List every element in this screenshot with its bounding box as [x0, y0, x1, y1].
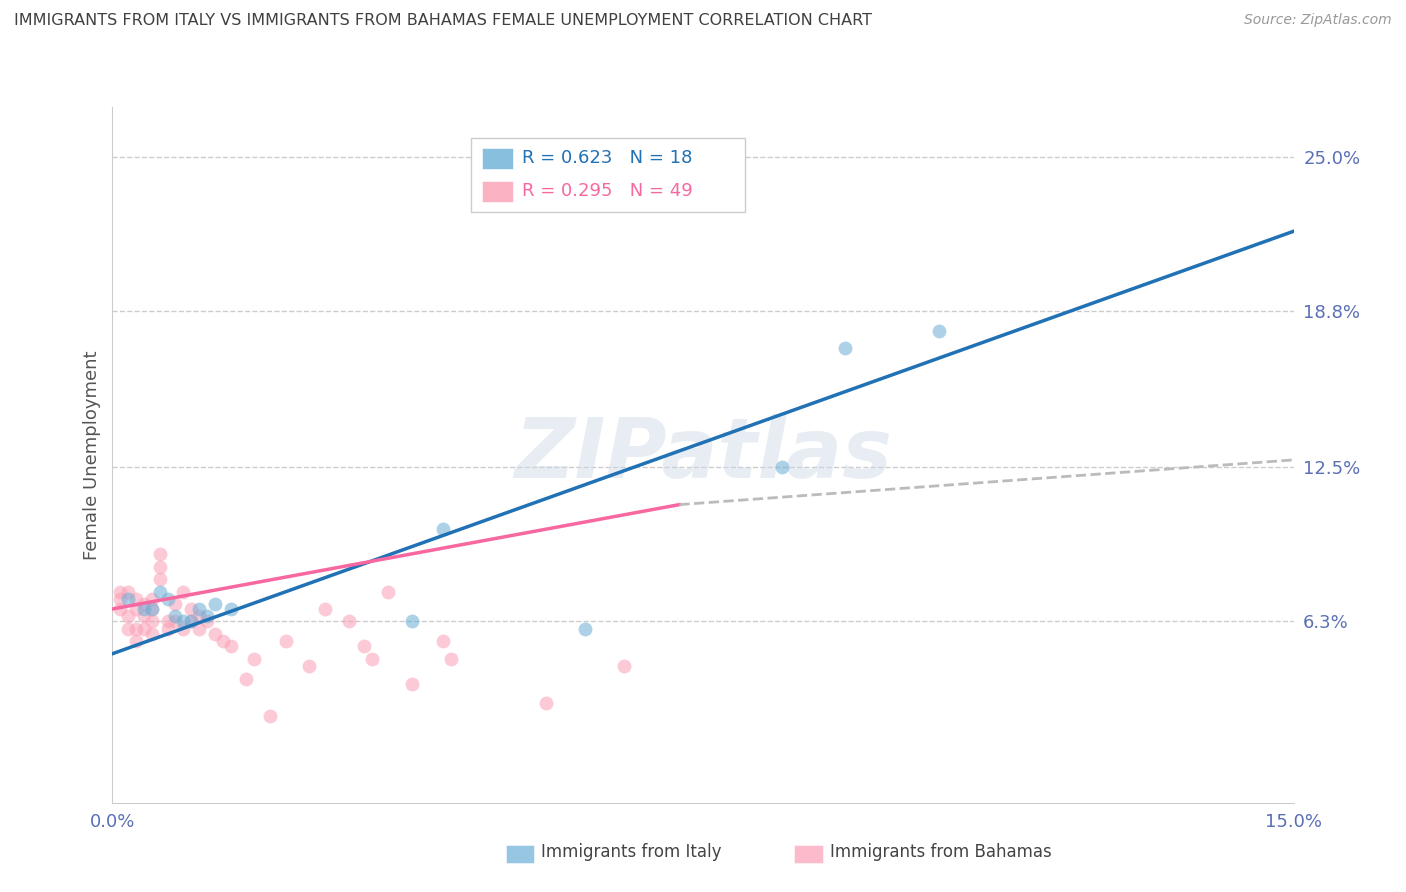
Point — [432, 523, 454, 537]
Point — [337, 615, 360, 629]
Text: IMMIGRANTS FROM ITALY VS IMMIGRANTS FROM BAHAMAS FEMALE UNEMPLOYMENT CORRELATION: IMMIGRANTS FROM ITALY VS IMMIGRANTS FROM… — [14, 13, 872, 29]
Point — [219, 639, 242, 653]
Point — [141, 627, 163, 641]
Point — [110, 592, 132, 607]
Point — [440, 651, 463, 665]
Point — [243, 651, 266, 665]
Point — [211, 634, 233, 648]
Text: Immigrants from Italy: Immigrants from Italy — [541, 843, 721, 861]
Point — [149, 584, 172, 599]
Point — [141, 602, 163, 616]
Point — [141, 602, 163, 616]
Point — [172, 622, 194, 636]
Point — [204, 597, 226, 611]
Text: Source: ZipAtlas.com: Source: ZipAtlas.com — [1244, 13, 1392, 28]
Point — [928, 324, 950, 338]
Point — [377, 584, 399, 599]
Point — [125, 622, 148, 636]
Point — [195, 609, 218, 624]
Point — [141, 615, 163, 629]
Point — [172, 584, 194, 599]
Point — [401, 676, 423, 690]
Point — [110, 584, 132, 599]
Y-axis label: Female Unemployment: Female Unemployment — [83, 351, 101, 559]
Point — [613, 659, 636, 673]
Point — [188, 602, 211, 616]
Point — [156, 615, 179, 629]
Point — [353, 639, 375, 653]
Point — [298, 659, 321, 673]
Point — [195, 615, 218, 629]
Point — [149, 559, 172, 574]
Point — [132, 602, 155, 616]
Point — [235, 672, 257, 686]
Point — [188, 609, 211, 624]
Point — [314, 602, 336, 616]
Point — [117, 609, 139, 624]
Point — [361, 651, 384, 665]
Point — [274, 634, 297, 648]
Point — [180, 615, 202, 629]
Point — [132, 622, 155, 636]
Point — [165, 597, 187, 611]
Point — [401, 615, 423, 629]
Point — [180, 615, 202, 629]
Point — [125, 602, 148, 616]
Text: ZIPatlas: ZIPatlas — [515, 415, 891, 495]
Point — [110, 602, 132, 616]
Text: R = 0.295   N = 49: R = 0.295 N = 49 — [522, 182, 692, 200]
Point — [534, 697, 557, 711]
Point — [834, 341, 856, 355]
Point — [770, 460, 793, 475]
Point — [180, 602, 202, 616]
Point — [172, 615, 194, 629]
Point — [204, 627, 226, 641]
Point — [156, 592, 179, 607]
Point — [259, 708, 281, 723]
Point — [125, 634, 148, 648]
Point — [574, 622, 596, 636]
Point — [188, 622, 211, 636]
Point — [117, 622, 139, 636]
Point — [165, 615, 187, 629]
Point — [156, 622, 179, 636]
Point — [117, 592, 139, 607]
Point — [165, 609, 187, 624]
Point — [117, 584, 139, 599]
Point — [432, 634, 454, 648]
Point — [219, 602, 242, 616]
Point — [149, 547, 172, 561]
Text: R = 0.623   N = 18: R = 0.623 N = 18 — [522, 149, 692, 167]
Point — [149, 572, 172, 586]
Point — [132, 597, 155, 611]
Point — [132, 609, 155, 624]
Point — [141, 592, 163, 607]
Point — [125, 592, 148, 607]
Text: Immigrants from Bahamas: Immigrants from Bahamas — [830, 843, 1052, 861]
